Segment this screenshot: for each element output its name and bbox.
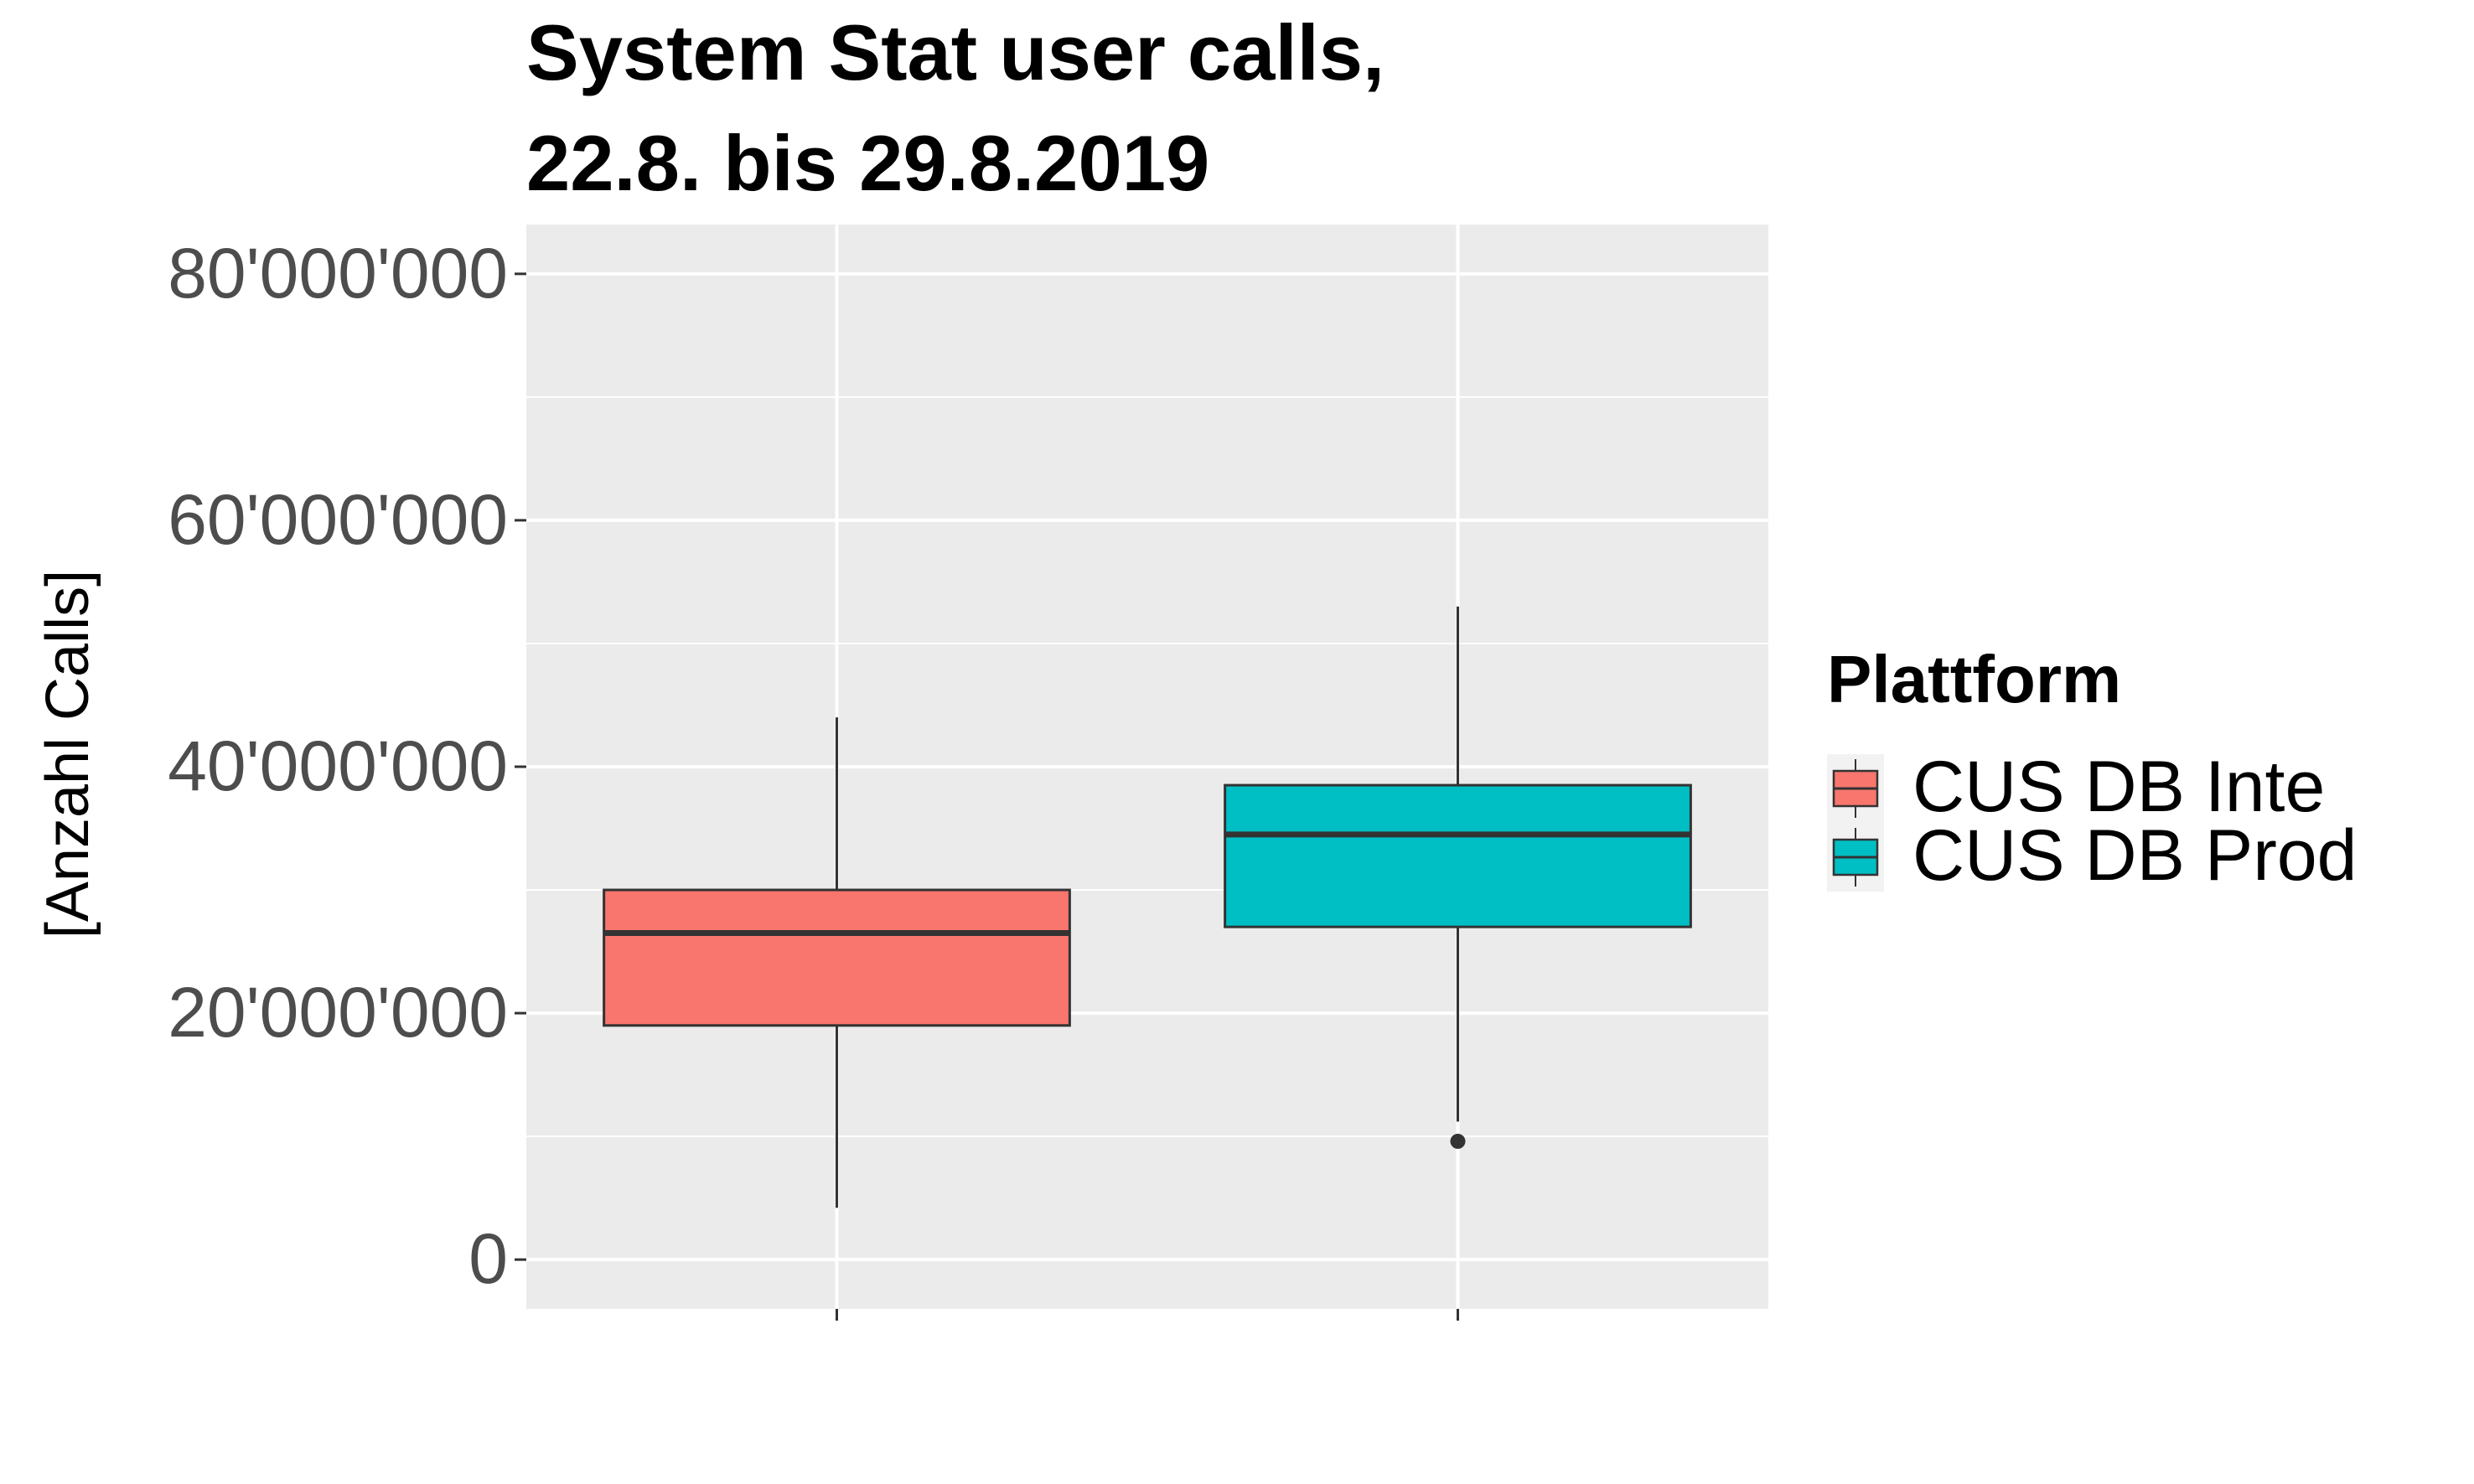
- y-tick-label: 40'000'000: [168, 726, 508, 805]
- chart-title-line-1: System Stat user calls,: [526, 8, 1385, 96]
- legend-label: CUS DB Prod: [1912, 815, 2358, 896]
- outlier-point: [1450, 1134, 1466, 1150]
- box-series: [603, 606, 1692, 1208]
- box-iqr: [1224, 783, 1692, 928]
- legend-label: CUS DB Inte: [1912, 747, 2325, 827]
- box-cus-db-prod: [1224, 606, 1692, 1150]
- y-tick-label: 0: [468, 1219, 508, 1298]
- y-tick-label: 20'000'000: [168, 973, 508, 1052]
- box-cus-db-inte: [603, 717, 1071, 1208]
- x-axis: [836, 1309, 1459, 1321]
- y-tick-label: 80'000'000: [168, 234, 508, 313]
- legend-title: Plattform: [1827, 642, 2121, 716]
- legend-key-1: [1827, 754, 1884, 823]
- legend-key-2: [1827, 823, 1884, 892]
- y-tick-label: 60'000'000: [168, 480, 508, 559]
- y-axis-title: [Anzahl Calls]: [34, 570, 101, 938]
- y-axis: 0 20'000'000 40'000'000 60'000'000 80'000'00…: [168, 234, 526, 1298]
- box-iqr: [603, 888, 1071, 1027]
- chart-title-line-2: 22.8. bis 29.8.2019: [526, 119, 1209, 207]
- plot-panel: [526, 225, 1768, 1309]
